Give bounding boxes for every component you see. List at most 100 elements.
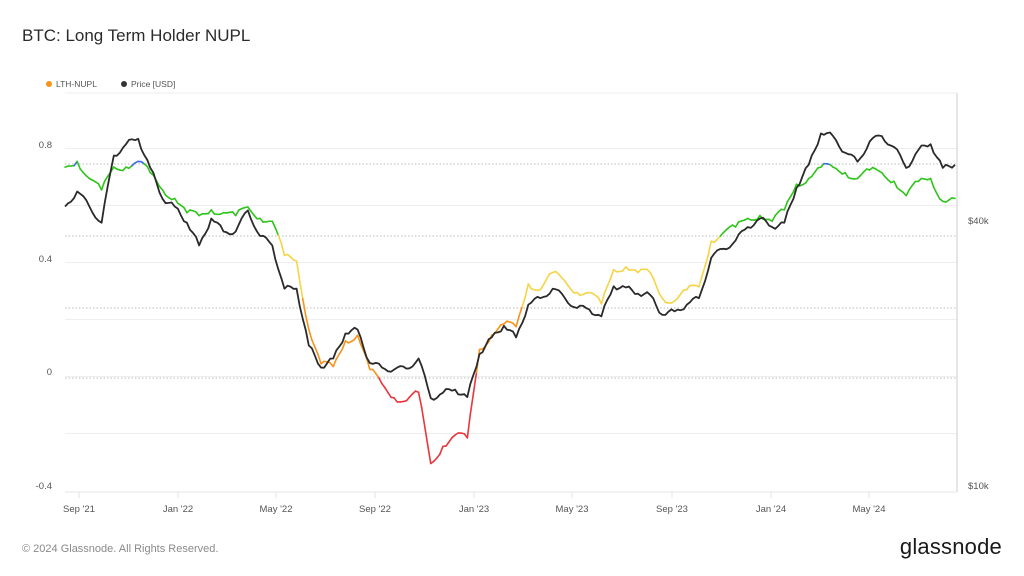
lth-nupl-line xyxy=(704,254,709,267)
lth-nupl-line xyxy=(466,413,472,439)
lth-nupl-line xyxy=(308,328,313,341)
x-tick-label: Jan '23 xyxy=(458,504,490,515)
lth-nupl-line xyxy=(804,177,810,184)
lth-nupl-line xyxy=(469,392,475,415)
chart-legend: LTH-NUPL Price [USD] xyxy=(46,79,175,89)
series-lines xyxy=(64,131,956,465)
lth-nupl-line xyxy=(497,324,502,330)
lth-nupl-line xyxy=(789,191,795,198)
lth-nupl-line xyxy=(661,297,667,304)
lth-nupl-line xyxy=(527,283,533,290)
lth-nupl-line xyxy=(280,242,286,257)
lth-nupl-line xyxy=(356,334,362,345)
lth-nupl-line xyxy=(951,197,956,200)
x-tick-label: Sep '22 xyxy=(359,504,391,515)
legend-item-price[interactable]: Price [USD] xyxy=(120,79,176,89)
lth-nupl-line xyxy=(524,283,530,298)
y-tick-label: 0.4 xyxy=(38,254,52,265)
lth-nupl-line xyxy=(381,382,386,389)
lth-nupl-line xyxy=(393,397,399,403)
x-tick-label: Sep '23 xyxy=(656,504,688,515)
lth-nupl-line xyxy=(277,234,283,245)
y-right-tick-label: $10k xyxy=(968,481,989,492)
lth-nupl-line xyxy=(274,226,280,237)
lth-nupl-line xyxy=(564,280,569,287)
lth-nupl-line xyxy=(701,265,706,277)
lth-nupl-line xyxy=(375,372,380,379)
lth-nupl-line xyxy=(606,277,612,287)
lth-nupl-line xyxy=(359,343,365,352)
x-tick-label: Sep '21 xyxy=(63,504,95,515)
lth-nupl-line xyxy=(247,206,252,212)
lth-nupl-line xyxy=(792,183,798,193)
y-tick-label: -0.4 xyxy=(35,481,52,492)
lth-nupl-line xyxy=(304,315,310,331)
lth-nupl-line xyxy=(810,171,816,178)
lth-nupl-line xyxy=(445,441,450,447)
lth-nupl-line xyxy=(183,206,188,214)
lth-nupl-line xyxy=(698,275,703,288)
lth-nupl-line xyxy=(100,180,106,191)
lth-nupl-line xyxy=(908,184,914,191)
legend-dot-icon xyxy=(120,81,127,87)
lth-nupl-line xyxy=(76,160,82,170)
lth-nupl-line xyxy=(935,192,941,200)
y-tick-label: 0 xyxy=(46,367,52,378)
lth-nupl-line xyxy=(881,172,886,178)
lth-nupl-line xyxy=(384,387,389,394)
x-tick-label: May '23 xyxy=(555,504,589,515)
lth-nupl-line xyxy=(210,209,216,215)
lth-nupl-line xyxy=(600,292,606,305)
lth-nupl-line xyxy=(472,371,478,395)
legend-label: Price [USD] xyxy=(130,79,176,89)
lth-nupl-line xyxy=(539,283,545,291)
lth-nupl-line xyxy=(609,268,615,280)
lth-nupl-line xyxy=(655,285,661,295)
x-tick-label: May '22 xyxy=(259,504,293,515)
x-tick-label: Jan '22 xyxy=(162,504,194,515)
lth-nupl-line xyxy=(521,296,527,308)
lth-nupl-line xyxy=(271,220,277,229)
legend-item-lth-nupl[interactable]: LTH-NUPL xyxy=(46,79,97,89)
lth-nupl-line xyxy=(756,214,761,221)
glassnode-logo: glassnode xyxy=(899,534,1002,559)
lth-nupl-line xyxy=(893,180,898,189)
x-tick-label: May '24 xyxy=(852,504,886,515)
lth-nupl-line xyxy=(685,284,691,291)
page-title: BTC: Long Term Holder NUPL xyxy=(22,26,251,45)
y-tick-label: 0.8 xyxy=(38,140,52,151)
lth-nupl-line xyxy=(515,315,520,328)
lth-nupl-line xyxy=(911,180,917,187)
lth-nupl-line xyxy=(417,391,423,408)
lth-nupl-line xyxy=(250,210,255,216)
lth-nupl-line xyxy=(542,278,548,286)
lth-nupl-line xyxy=(652,277,658,287)
lth-nupl-line xyxy=(314,346,319,356)
lth-nupl-line xyxy=(420,406,426,427)
lth-nupl-line xyxy=(545,273,551,280)
lth-nupl-line xyxy=(932,186,938,195)
lth-nupl-line xyxy=(173,197,179,204)
lth-nupl-line xyxy=(621,266,627,272)
lth-nupl-line xyxy=(332,358,338,368)
lth-nupl-line xyxy=(423,425,429,446)
lth-nupl-line xyxy=(603,284,609,294)
lth-nupl-line xyxy=(426,444,432,465)
lth-nupl-line xyxy=(929,177,935,188)
lth-nupl-line xyxy=(649,271,655,279)
lth-nupl-line xyxy=(372,368,377,375)
lth-nupl-line xyxy=(234,209,240,217)
lth-nupl-line xyxy=(317,353,322,365)
y-right-tick-label: $40k xyxy=(968,216,989,227)
lth-nupl-line xyxy=(813,167,819,173)
lth-nupl-line xyxy=(905,188,911,197)
lth-nupl-line xyxy=(679,289,685,295)
lth-nupl-line xyxy=(378,377,383,385)
lth-nupl-line xyxy=(448,436,453,443)
lth-nupl-line xyxy=(734,221,740,228)
lth-nupl-line xyxy=(658,292,664,300)
lth-nupl-line xyxy=(298,280,304,300)
lth-nupl-line xyxy=(103,175,109,182)
lth-nupl-line xyxy=(311,339,316,348)
